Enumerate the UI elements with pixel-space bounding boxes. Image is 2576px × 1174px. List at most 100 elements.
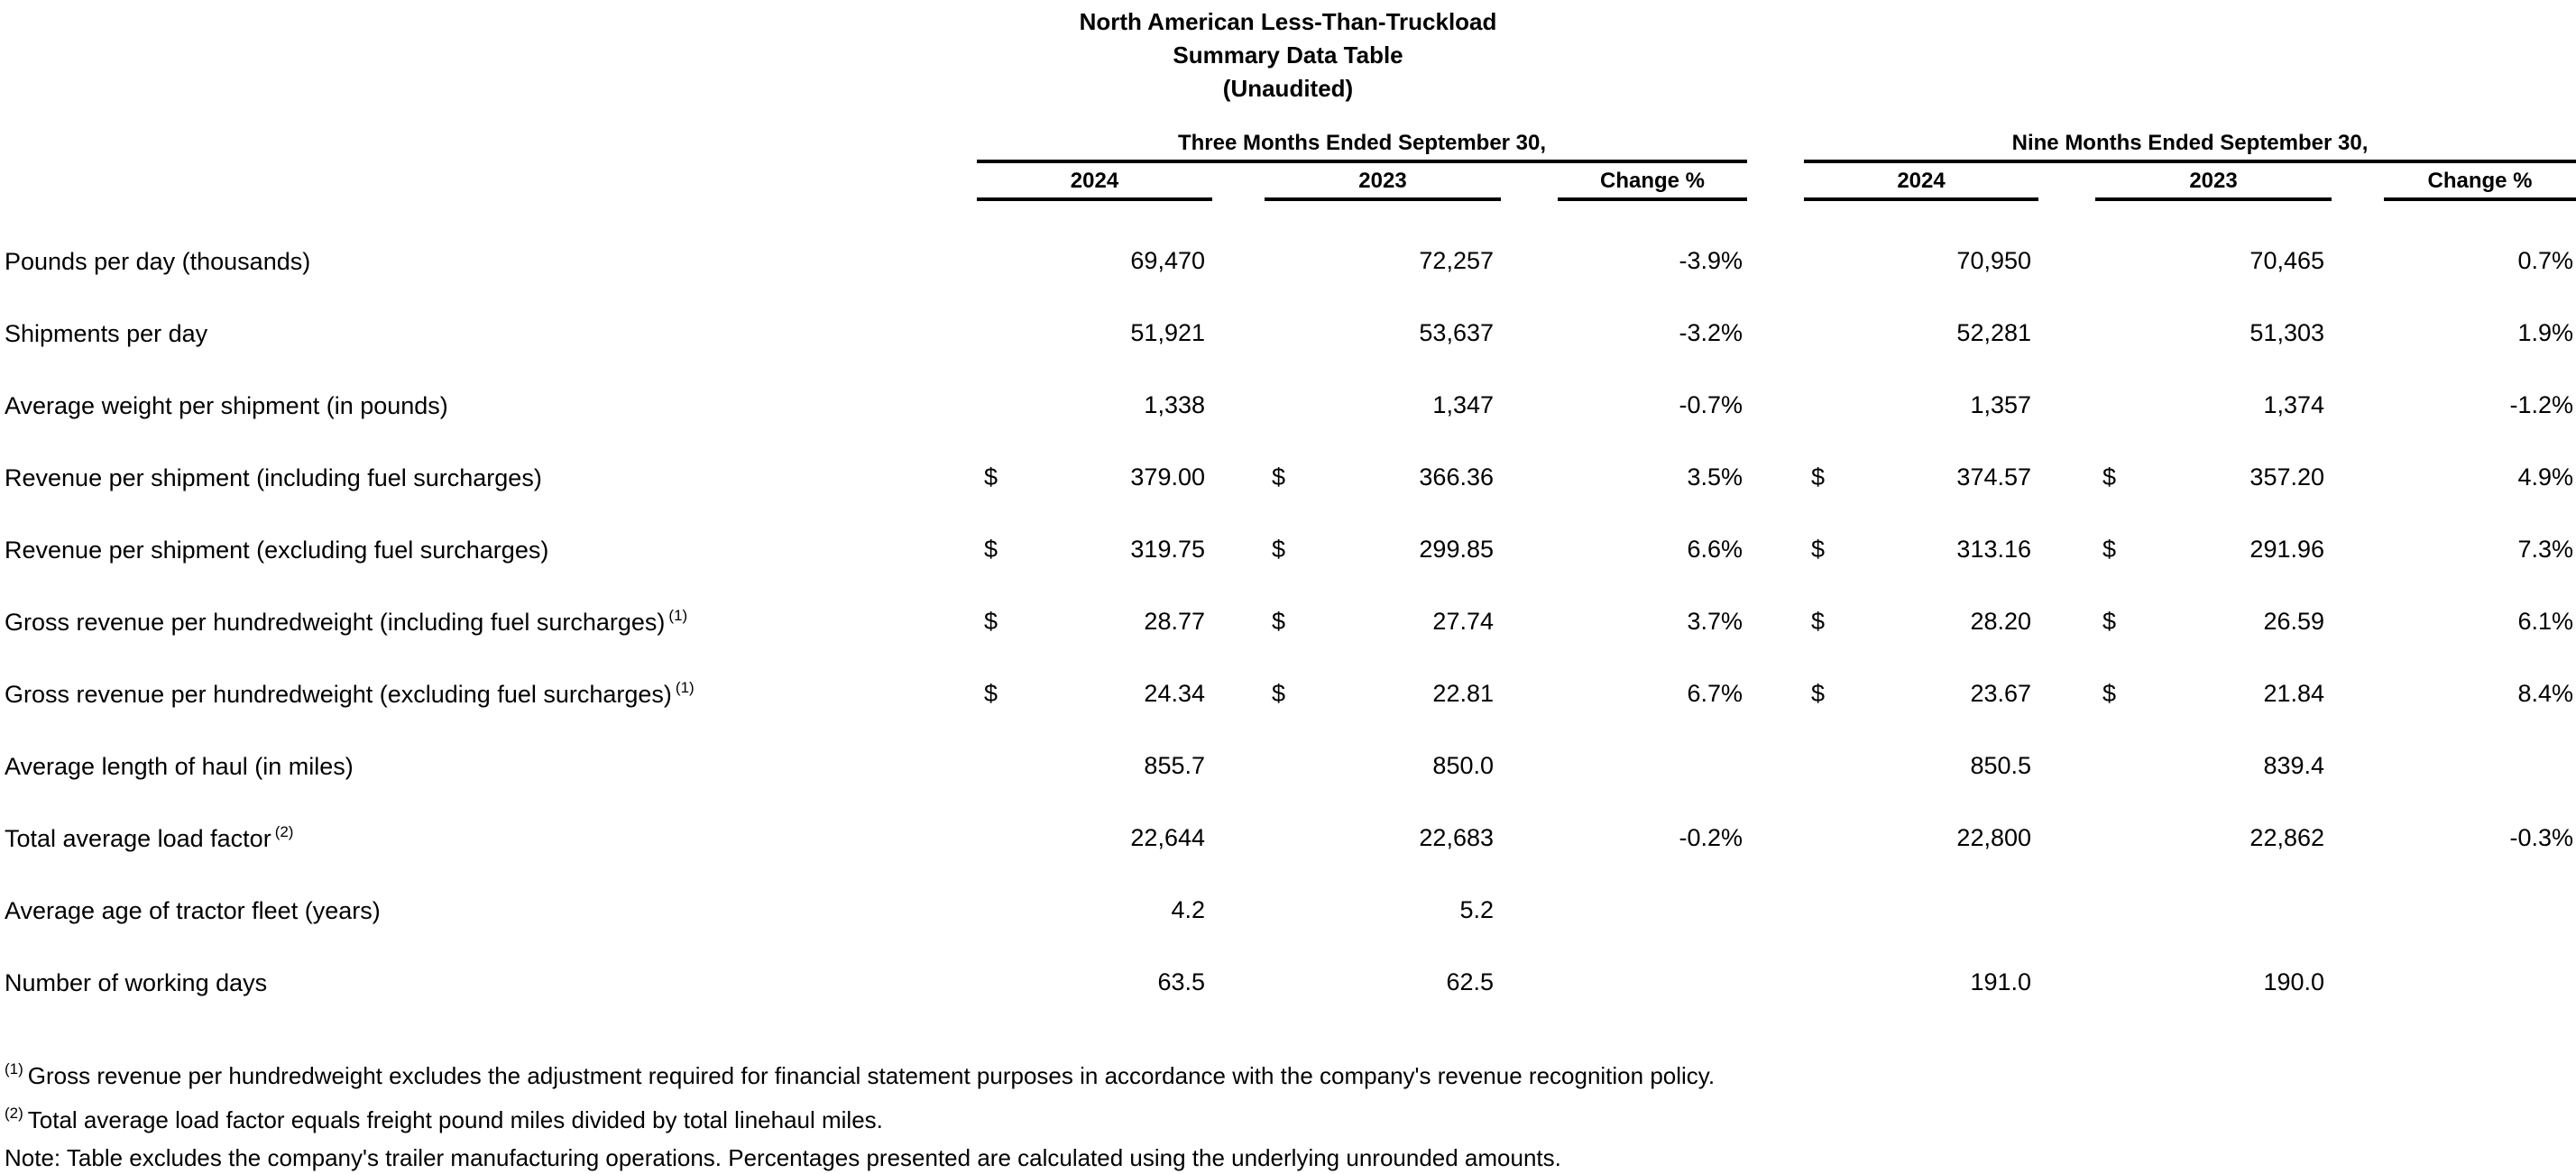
- row-label: Revenue per shipment (excluding fuel sur…: [0, 513, 977, 585]
- change-cell-9mo: 8.4%: [2517, 679, 2574, 707]
- value-cell-3mo-2023: 22,683: [1419, 823, 1494, 851]
- currency-cell: $: [984, 463, 998, 491]
- value-cell-9mo-2024: 70,950: [1956, 246, 2032, 274]
- value-cell-3mo-2024: 22,644: [1130, 823, 1205, 851]
- value-cell-9mo-2024: 850.5: [1970, 751, 2032, 779]
- change-cell-3mo: 3.7%: [1687, 607, 1743, 635]
- change-cell-9mo: 6.1%: [2517, 607, 2574, 635]
- title-line-1: North American Less-Than-Truckload: [1079, 8, 1497, 35]
- document-title: North American Less-Than-Truckload Summa…: [0, 0, 2576, 105]
- currency-cell: [1804, 729, 1845, 802]
- change-cell-3mo: -3.2%: [1679, 318, 1743, 346]
- table-row: Total average load factor (2) 22,644 22,6…: [0, 802, 2576, 874]
- value-cell-3mo-2023: 27.74: [1432, 607, 1494, 635]
- value-cell-3mo-2023: 5.2: [1459, 895, 1494, 923]
- footnote-1-text: Gross revenue per hundredweight excludes…: [27, 1062, 1716, 1089]
- currency-cell: $: [2102, 463, 2117, 491]
- table-row: Revenue per shipment (including fuel sur…: [0, 441, 2576, 513]
- table-note: Note: Table excludes the company's trail…: [5, 1144, 1561, 1171]
- change-cell-9mo: [2384, 946, 2576, 1018]
- change-cell-3mo: 6.7%: [1687, 679, 1743, 707]
- value-cell-3mo-2024: 1,338: [1144, 390, 1205, 418]
- value-cell-3mo-2023: 53,637: [1419, 318, 1494, 346]
- table-row: Pounds per day (thousands) 69,470 72,257…: [0, 225, 2576, 297]
- value-cell-3mo-2024: 69,470: [1130, 246, 1205, 274]
- group-gap: [1747, 161, 1804, 199]
- row-label: Gross revenue per hundredweight (includi…: [5, 606, 688, 636]
- value-cell-9mo-2023: 21.84: [2263, 679, 2325, 707]
- change-cell-3mo: -0.2%: [1679, 823, 1743, 851]
- change-cell-9mo: [2384, 874, 2576, 946]
- change-cell-3mo: 3.5%: [1687, 463, 1743, 491]
- value-cell-9mo-2023: 357.20: [2249, 463, 2325, 491]
- label-column-spacer: [0, 131, 977, 161]
- currency-cell: $: [1811, 535, 1826, 563]
- table-row: Revenue per shipment (excluding fuel sur…: [0, 513, 2576, 585]
- value-cell-9mo-2024: 28.20: [1970, 607, 2032, 635]
- currency-cell: $: [984, 607, 998, 635]
- change-cell-9mo: 0.7%: [2517, 246, 2574, 274]
- value-cell-3mo-2024: 28.77: [1144, 607, 1205, 635]
- currency-cell: [1804, 874, 1845, 946]
- currency-cell: $: [1811, 463, 1826, 491]
- row-label: Average weight per shipment (in pounds): [0, 369, 977, 441]
- value-cell-3mo-2024: 4.2: [1171, 895, 1205, 923]
- change-cell-3mo: [1558, 946, 1747, 1018]
- currency-cell: $: [1811, 679, 1826, 707]
- spacer-row: [0, 199, 2576, 225]
- table-row: Average weight per shipment (in pounds) …: [0, 369, 2576, 441]
- currency-cell: [977, 225, 1017, 297]
- currency-cell: [2095, 225, 2136, 297]
- value-cell-3mo-2024: 855.7: [1144, 751, 1205, 779]
- change-cell-9mo: 1.9%: [2517, 318, 2574, 346]
- row-label: Revenue per shipment (including fuel sur…: [0, 441, 977, 513]
- currency-cell: $: [1272, 679, 1286, 707]
- footnote-ref: (1): [668, 606, 688, 624]
- value-cell-9mo-2023: 190.0: [2263, 968, 2325, 995]
- currency-cell: [977, 802, 1017, 874]
- footnote-ref: [354, 751, 357, 768]
- footnote-ref: (2): [274, 822, 294, 840]
- column-header-9mo-2023: 2023: [2095, 161, 2332, 201]
- currency-cell: [1265, 946, 1305, 1018]
- value-cell-9mo-2023: 839.4: [2263, 751, 2325, 779]
- value-cell-3mo-2024: 24.34: [1144, 679, 1205, 707]
- currency-cell: [1265, 225, 1305, 297]
- row-label: Pounds per day (thousands): [0, 225, 977, 297]
- currency-cell: [2095, 802, 2136, 874]
- currency-cell: $: [1272, 607, 1286, 635]
- row-label: Total average load factor (2): [5, 822, 294, 852]
- currency-cell: $: [1811, 607, 1826, 635]
- column-header-9mo-change: Change %: [2384, 161, 2576, 201]
- column-gap: [2038, 161, 2095, 199]
- currency-cell: [1265, 729, 1305, 802]
- column-header-9mo-2024: 2024: [1804, 161, 2039, 201]
- currency-cell: [1265, 297, 1305, 369]
- value-cell-9mo-2024: 374.57: [1956, 463, 2032, 491]
- column-header-3mo-2024: 2024: [977, 161, 1212, 201]
- currency-cell: [2095, 874, 2136, 946]
- value-cell-3mo-2023: 62.5: [1446, 968, 1494, 995]
- currency-cell: [1804, 802, 1845, 874]
- value-cell-9mo-2024: 313.16: [1956, 535, 2032, 563]
- currency-cell: [1265, 369, 1305, 441]
- change-cell-9mo: 4.9%: [2517, 463, 2574, 491]
- footnote-1-marker: (1): [5, 1060, 23, 1078]
- currency-cell: [2095, 729, 2136, 802]
- value-cell-9mo-2024: 191.0: [1970, 968, 2032, 995]
- change-cell-9mo: [2384, 729, 2576, 802]
- value-cell-9mo-2023: 70,465: [2249, 246, 2325, 274]
- value-cell-9mo-2024: [1845, 874, 2038, 946]
- currency-cell: $: [984, 679, 998, 707]
- change-cell-3mo: -3.9%: [1679, 246, 1743, 274]
- table-row: Gross revenue per hundredweight (excludi…: [0, 657, 2576, 729]
- value-cell-3mo-2024: 51,921: [1130, 318, 1205, 346]
- value-cell-3mo-2023: 299.85: [1419, 535, 1494, 563]
- footnote-ref: [267, 968, 271, 985]
- change-cell-9mo: -1.2%: [2509, 390, 2574, 418]
- currency-cell: $: [2102, 679, 2117, 707]
- footnote-ref: [310, 246, 314, 263]
- change-cell-9mo: -0.3%: [2509, 823, 2574, 851]
- currency-cell: [1804, 225, 1845, 297]
- change-cell-3mo: [1558, 874, 1747, 946]
